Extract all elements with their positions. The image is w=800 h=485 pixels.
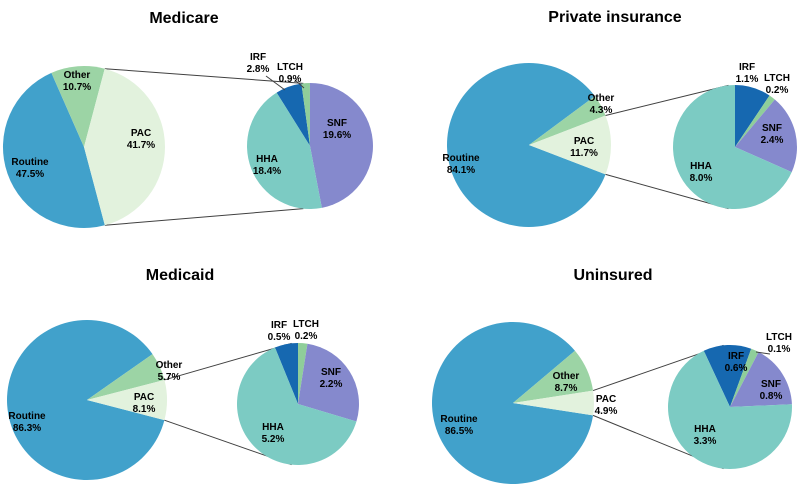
medicare-label-routine: Routine 47.5% [11, 157, 49, 180]
chart-medicare: Routine 47.5% Other 10.7% PAC 41.7% IRF 2.8% LTC… [2, 52, 373, 229]
private-insurance-label-irf: IRF 1.1% [736, 62, 759, 85]
medicare-connector-bottom [104, 208, 304, 226]
private-insurance-label-hha: HHA 8.0% [690, 161, 713, 184]
uninsured-label-other: Other 8.7% [553, 371, 580, 394]
uninsured-label-ltch: LTCH 0.1% [766, 332, 792, 355]
private-insurance-main-slice-pac [529, 115, 611, 175]
chart-title-private-insurance: Private insurance [548, 9, 682, 26]
medicaid-label-snf: SNF 2.2% [320, 367, 343, 390]
medicare-detail-slice-hha [247, 92, 322, 209]
medicaid-detail-slice-ltch [298, 343, 308, 404]
chart-private-insurance: Routine 84.1% Other 4.3% PAC 11.7% IRF 1.1% LTCH… [442, 62, 798, 228]
medicare-label-ltch: LTCH 0.9% [277, 62, 303, 85]
private-insurance-label-pac: PAC 11.7% [570, 136, 598, 159]
chart-title-medicare: Medicare [149, 10, 219, 27]
private-insurance-label-routine: Routine 84.1% [442, 153, 480, 176]
medicare-detail-slice-ltch [301, 83, 310, 146]
uninsured-label-pac: PAC 4.9% [595, 394, 618, 417]
medicare-detail-slice-irf [276, 83, 310, 146]
private-insurance-detail-slice-hha [673, 85, 792, 210]
medicaid-label-irf: IRF 0.5% [268, 320, 291, 343]
medicaid-detail-slice-irf [274, 343, 299, 404]
medicare-label-hha: HHA 18.4% [253, 154, 281, 177]
chart-medicaid: Routine 86.3% Other 5.7%PAC 8.1% IRF 0.5%LTCH 0… [7, 319, 359, 481]
medicare-leader-line-0 [265, 75, 286, 91]
medicaid-detail-slice-snf [298, 343, 359, 422]
medicare-label-snf: SNF 19.6% [323, 118, 351, 141]
medicaid-label-other: Other 5.7% [156, 360, 183, 383]
uninsured-main-slice-routine [432, 321, 594, 484]
chart-title-uninsured: Uninsured [573, 267, 653, 284]
uninsured-label-irf: IRF 0.6% [725, 351, 748, 374]
chart-uninsured: Routine 86.5% Other 8.7% PAC 4.9% IRF 0.6% LTCH 0… [432, 321, 792, 484]
uninsured-detail-slice-snf [730, 352, 792, 407]
medicaid-detail-slice-hha [237, 347, 357, 465]
medicaid-label-routine: Routine 86.3% [8, 411, 46, 434]
uninsured-label-routine: Routine 86.5% [440, 414, 478, 437]
medicare-detail-slice-snf [309, 82, 373, 208]
medicare-connector-top [104, 68, 304, 84]
private-insurance-connector-bottom [605, 173, 729, 210]
uninsured-detail-slice-irf [703, 345, 752, 407]
uninsured-label-snf: SNF 0.8% [760, 379, 783, 402]
uninsured-main-slice-other [513, 350, 594, 403]
medicare-leader-line-1 [294, 79, 305, 89]
private-insurance-connector-top [605, 84, 729, 116]
private-insurance-main-slice-routine [446, 63, 606, 228]
medicare-main-slice-pac [84, 68, 166, 226]
medicaid-label-ltch: LTCH 0.2% [293, 319, 319, 342]
uninsured-main-slice-pac [513, 390, 595, 416]
uninsured-leader-line-0 [755, 351, 771, 355]
chart-title-medicaid: Medicaid [145, 267, 215, 284]
medicaid-label-pac: PAC 8.1% [133, 392, 156, 415]
medicare-main-slice-other [51, 66, 105, 147]
uninsured-detail-slice-ltch [730, 348, 759, 407]
medicare-label-irf: IRF 2.8% [247, 52, 270, 75]
medicaid-main-slice-other [87, 354, 165, 400]
private-insurance-label-ltch: LTCH 0.2% [764, 73, 790, 96]
medicaid-connector-top [164, 342, 292, 381]
private-insurance-detail-slice-snf [735, 99, 798, 173]
private-insurance-main-slice-other [529, 96, 606, 145]
medicare-main-slice-routine [2, 72, 105, 229]
medicaid-main-slice-routine [7, 320, 165, 481]
medicaid-label-hha: HHA 5.2% [262, 422, 285, 445]
private-insurance-detail-slice-irf [735, 85, 770, 147]
uninsured-detail-slice-hha [667, 350, 792, 470]
private-insurance-detail-slice-ltch [735, 95, 775, 147]
medicare-label-other: Other 10.7% [63, 70, 91, 93]
private-insurance-label-snf: SNF 2.4% [761, 123, 784, 146]
medicaid-main-slice-pac [87, 379, 168, 421]
medicare-label-pac: PAC 41.7% [127, 128, 155, 151]
private-insurance-label-other: Other 4.3% [588, 93, 615, 116]
uninsured-label-hha: HHA 3.3% [694, 424, 717, 447]
